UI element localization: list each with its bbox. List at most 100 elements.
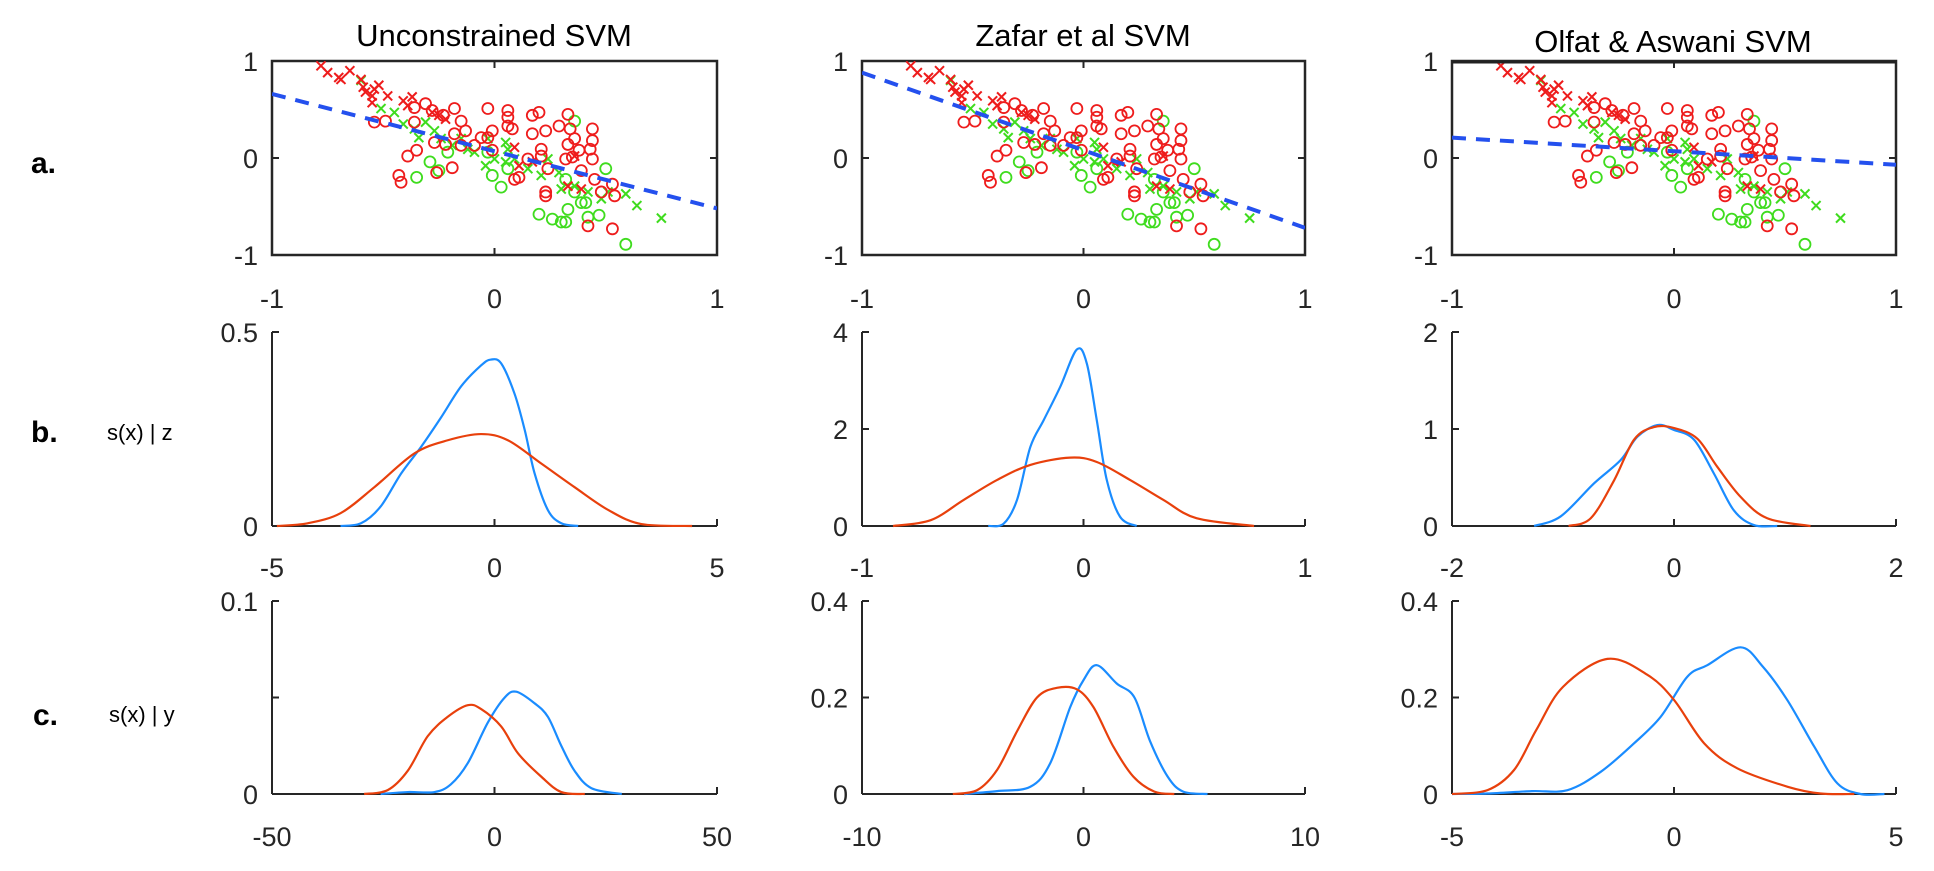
green-cross-point bbox=[1069, 160, 1080, 171]
axes-box bbox=[860, 59, 1307, 257]
x-tick-label: 0 bbox=[487, 553, 502, 583]
x-tick-label: 0 bbox=[1076, 553, 1091, 583]
red-circle-point bbox=[1130, 162, 1144, 176]
panel-2-0: -50 0 50 0 0.1 bbox=[220, 587, 732, 852]
x-tick-label: -1 bbox=[850, 553, 874, 583]
red-cross-point bbox=[1613, 110, 1624, 121]
red-circle-point bbox=[501, 110, 515, 124]
green-cross-point bbox=[1568, 107, 1580, 118]
red-circle-point bbox=[1718, 124, 1732, 138]
red-circle-point bbox=[1685, 122, 1699, 136]
blue-density-curve bbox=[340, 358, 579, 528]
red-circle-point bbox=[1718, 185, 1732, 199]
scatter-marks bbox=[1452, 61, 1896, 251]
red-circle-point bbox=[1605, 104, 1619, 117]
red-cross-point bbox=[344, 65, 356, 76]
green-circle-point bbox=[1143, 215, 1157, 229]
blue-density-curve bbox=[1533, 423, 1778, 528]
red-circle-point bbox=[1547, 115, 1561, 129]
green-cross-point bbox=[1051, 144, 1063, 155]
red-circle-point bbox=[552, 119, 566, 133]
red-cross-point bbox=[1693, 160, 1704, 171]
red-cross-point bbox=[426, 107, 438, 118]
red-circle-point bbox=[1767, 172, 1781, 186]
green-cross-point bbox=[1733, 167, 1744, 178]
green-circle-point bbox=[1167, 196, 1181, 210]
green-cross-point bbox=[1799, 188, 1811, 200]
red-circle-point bbox=[501, 104, 515, 117]
green-cross-point bbox=[1810, 200, 1822, 211]
row-label-a: a. bbox=[31, 147, 56, 180]
green-circle-point bbox=[1134, 212, 1148, 226]
green-circle-point bbox=[1725, 212, 1739, 226]
green-cross-point bbox=[1679, 156, 1691, 168]
red-circle-point bbox=[1634, 138, 1648, 152]
y-tick-label: 0.1 bbox=[220, 587, 258, 617]
red-circle-point bbox=[594, 185, 608, 199]
x-tick-label: 5 bbox=[709, 553, 724, 583]
red-cross-point bbox=[949, 86, 961, 98]
red-circle-point bbox=[1774, 185, 1787, 199]
red-circle-point bbox=[541, 162, 555, 176]
green-circle-point bbox=[574, 196, 588, 210]
green-circle-point bbox=[1207, 237, 1221, 251]
green-circle-point bbox=[494, 180, 508, 194]
x-tick-label: -1 bbox=[260, 284, 284, 314]
green-circle-point bbox=[1754, 196, 1767, 210]
green-cross-point bbox=[1025, 133, 1036, 144]
red-circle-point bbox=[1558, 114, 1572, 128]
red-density-curve bbox=[1451, 657, 1855, 796]
red-circle-point bbox=[1114, 127, 1128, 141]
green-circle-point bbox=[1147, 215, 1161, 229]
y-tick-label: 0.5 bbox=[220, 318, 258, 348]
x-tick-label: -10 bbox=[842, 822, 881, 852]
red-cross-point bbox=[562, 180, 574, 192]
y-tick-label: 0.4 bbox=[810, 587, 848, 617]
red-circle-point bbox=[539, 124, 553, 138]
red-cross-point bbox=[576, 183, 587, 195]
panel-grid: -1 0 1-101-1 0 1-101-1 0 1-101-5 0 500.5-1 0 1024-… bbox=[220, 47, 1903, 852]
red-circle-point bbox=[1094, 122, 1108, 136]
green-circle-point bbox=[1181, 208, 1195, 222]
green-cross-point bbox=[1555, 103, 1566, 114]
red-cross-point bbox=[945, 74, 956, 85]
row-c-description: s(x) | y bbox=[109, 702, 175, 727]
y-tick-label: 0.2 bbox=[810, 684, 848, 714]
red-cross-point bbox=[996, 91, 1007, 103]
y-tick-label: 1 bbox=[1423, 415, 1438, 445]
y-tick-label: -1 bbox=[234, 241, 258, 271]
x-tick-label: 1 bbox=[1888, 284, 1903, 314]
green-circle-point bbox=[485, 169, 499, 182]
red-cross-point bbox=[382, 90, 393, 102]
panel-0-2: -1 0 1 -1 0 1 bbox=[1414, 47, 1904, 314]
red-circle-point bbox=[1170, 219, 1183, 233]
red-circle-point bbox=[1680, 110, 1694, 124]
red-circle-point bbox=[1174, 122, 1188, 136]
red-circle-point bbox=[1705, 108, 1719, 122]
red-circle-point bbox=[1712, 106, 1725, 119]
green-cross-point bbox=[631, 200, 643, 211]
green-circle-point bbox=[410, 170, 424, 184]
red-circle-point bbox=[1163, 164, 1177, 178]
red-circle-point bbox=[1720, 162, 1734, 176]
red-circle-point bbox=[407, 115, 421, 129]
y-tick-label: 0 bbox=[1423, 512, 1438, 542]
x-tick-label: 10 bbox=[1290, 822, 1320, 852]
green-circle-point bbox=[1121, 207, 1135, 221]
red-cross-point bbox=[1586, 91, 1598, 103]
green-circle-point bbox=[532, 207, 546, 221]
red-cross-point bbox=[1022, 110, 1034, 121]
red-circle-point bbox=[1037, 102, 1051, 115]
red-circle-point bbox=[586, 134, 599, 147]
red-circle-point bbox=[586, 152, 599, 166]
green-cross-point bbox=[582, 186, 594, 198]
red-circle-point bbox=[1740, 107, 1754, 121]
red-cross-point bbox=[322, 67, 333, 78]
red-circle-point bbox=[1156, 132, 1170, 146]
green-circle-point bbox=[1150, 203, 1163, 216]
green-cross-point bbox=[987, 118, 998, 130]
red-density-curve bbox=[276, 432, 693, 528]
red-circle-point bbox=[410, 143, 424, 157]
